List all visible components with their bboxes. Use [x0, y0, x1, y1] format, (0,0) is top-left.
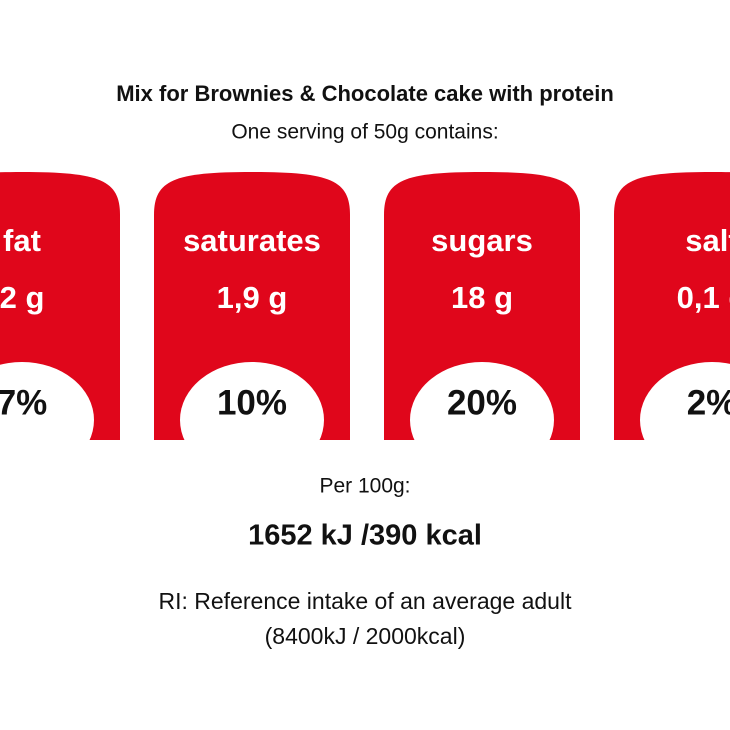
- badge-label: fat: [3, 223, 41, 258]
- badge-amount: 18 g: [451, 280, 513, 315]
- badge-percent: 2%: [687, 383, 730, 422]
- badge-percent: 20%: [447, 383, 517, 422]
- badge: sugars 18 g 20%: [384, 172, 580, 478]
- badges: fat 2 g 7% saturates 1,9 g 10% sugars 18 g 20% sa…: [0, 172, 730, 478]
- percent-bubble: [180, 362, 324, 478]
- energy-value: 1652 kJ /390 kcal: [248, 520, 482, 552]
- percent-bubble: [410, 362, 554, 478]
- title: Mix for Brownies & Chocolate cake with p…: [116, 81, 614, 106]
- percent-bubble: [0, 362, 94, 478]
- badge-percent: 10%: [217, 383, 287, 422]
- badge-amount: 0,1 g: [677, 280, 730, 315]
- badge-label: sugars: [431, 223, 533, 258]
- badge: salt 0,1 g 2%: [614, 172, 730, 478]
- percent-bubble: [640, 362, 730, 478]
- badge-label: salt: [685, 223, 730, 258]
- badge-shape: [384, 172, 580, 440]
- badge: saturates 1,9 g 10%: [154, 172, 350, 478]
- energy-heading: Per 100g:: [319, 475, 410, 498]
- badge-shape: [154, 172, 350, 440]
- badge-amount: 1,9 g: [217, 280, 288, 315]
- footnote-line: RI: Reference intake of an average adult: [159, 588, 573, 614]
- badge-amount: 2 g: [0, 280, 44, 315]
- badge-percent: 7%: [0, 383, 47, 422]
- subtitle: One serving of 50g contains:: [231, 121, 498, 144]
- badge: fat 2 g 7%: [0, 172, 120, 478]
- footnote-line: (8400kJ / 2000kcal): [265, 623, 466, 649]
- badge-label: saturates: [183, 223, 321, 258]
